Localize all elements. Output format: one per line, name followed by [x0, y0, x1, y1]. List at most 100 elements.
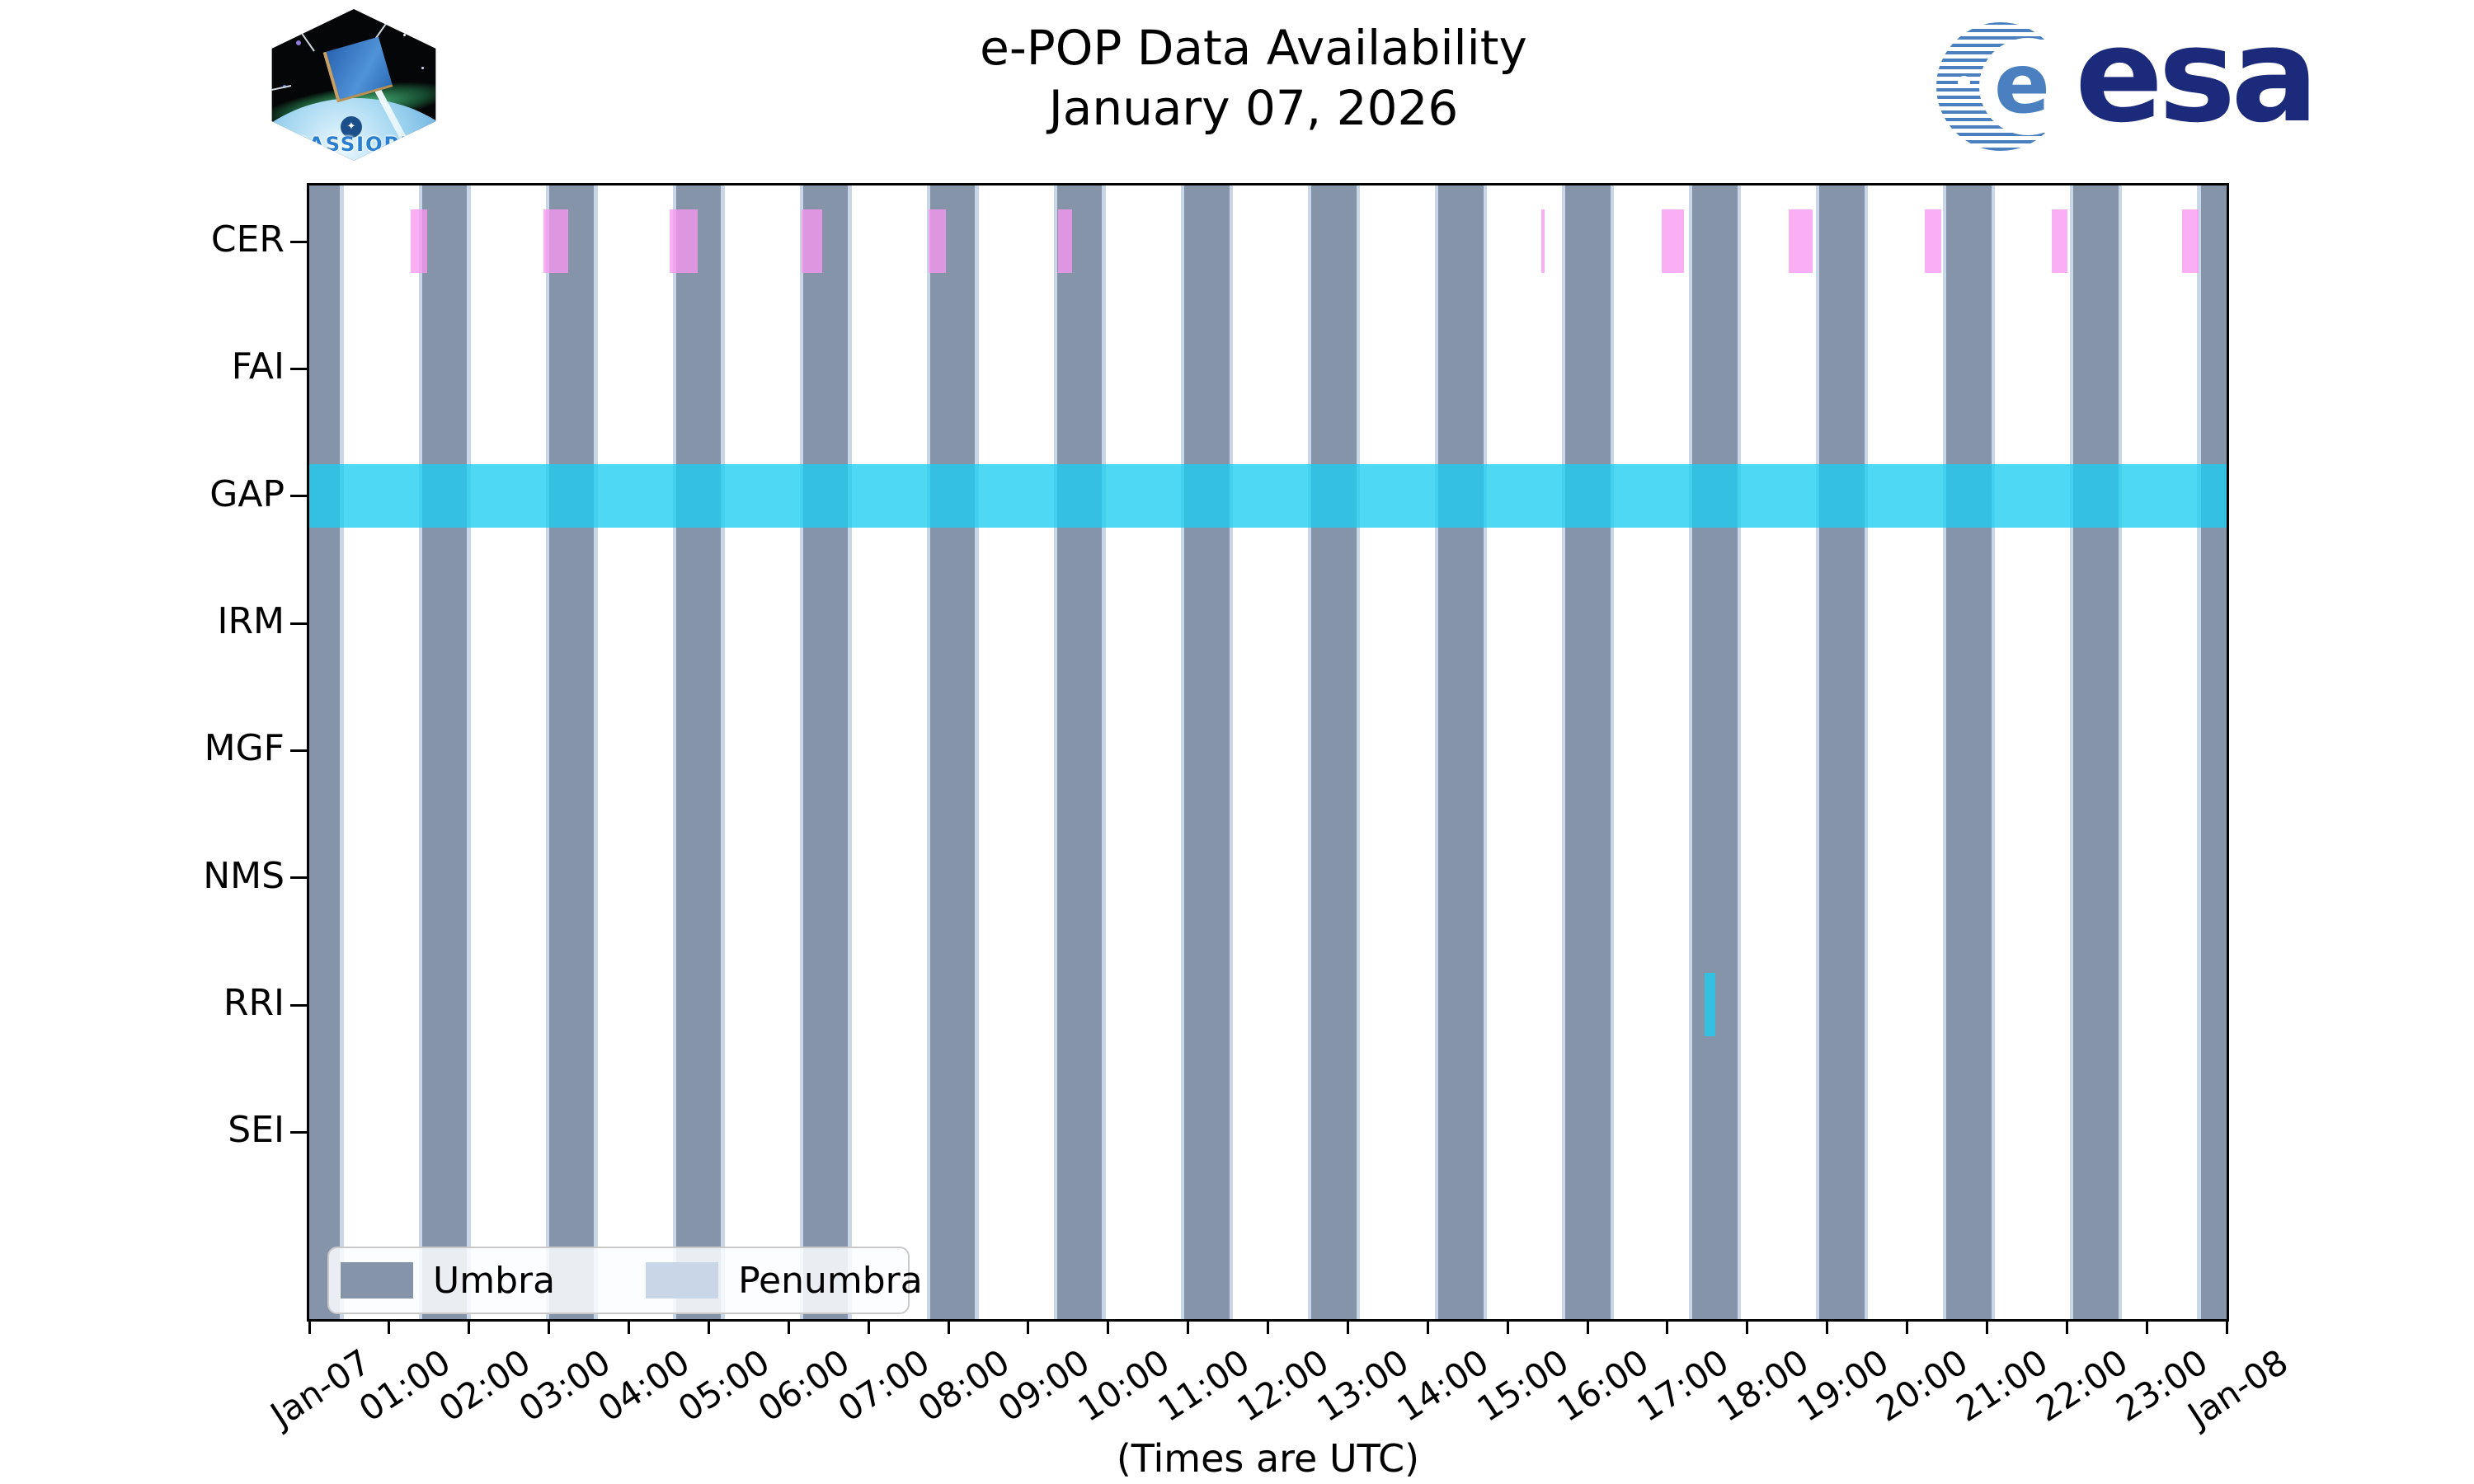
penumbra-bar	[2118, 185, 2123, 1319]
umbra-bar	[1946, 185, 1992, 1319]
x-axis-tick-label: 15:00	[1470, 1341, 1576, 1430]
umbra-bar	[1692, 185, 1738, 1319]
penumbra-bar	[594, 185, 598, 1319]
penumbra-bar	[1180, 185, 1185, 1319]
legend-penumbra-label: Penumbra	[738, 1259, 923, 1302]
x-axis-tick	[388, 1320, 391, 1334]
y-axis-label-rri: RRI	[223, 982, 285, 1025]
x-axis-tick	[1346, 1320, 1349, 1334]
availability-bar-cer	[802, 209, 823, 273]
x-axis-tick	[707, 1320, 710, 1334]
x-axis-tick-label: 21:00	[1949, 1341, 2056, 1430]
y-axis-label-fai: FAI	[231, 345, 285, 388]
availability-bar-cer	[2182, 209, 2199, 273]
csa-emblem-icon: ✦	[341, 116, 362, 138]
x-axis-tick	[1906, 1320, 1908, 1334]
x-axis-tick	[2225, 1320, 2228, 1334]
availability-bar-cer	[670, 209, 698, 273]
availability-bar-cer	[410, 209, 427, 273]
x-axis-tick-label: 10:00	[1070, 1341, 1177, 1430]
star-icon	[403, 34, 406, 36]
availability-bar-cer	[1925, 209, 1941, 273]
penumbra-bar	[1053, 185, 1058, 1319]
umbra-bar	[803, 185, 849, 1319]
penumbra-bar	[799, 185, 804, 1319]
x-axis-tick-label: 09:00	[990, 1341, 1097, 1430]
x-axis-tick-label: 17:00	[1630, 1341, 1736, 1430]
x-axis-tick	[1666, 1320, 1669, 1334]
penumbra-bar	[1561, 185, 1566, 1319]
x-axis-tick	[867, 1320, 870, 1334]
x-axis-tick	[548, 1320, 551, 1334]
x-axis-tick-label: Jan-07	[263, 1341, 378, 1435]
penumbra-bar	[2197, 185, 2201, 1319]
availability-bar-cer	[1661, 209, 1684, 273]
umbra-bar	[2073, 185, 2119, 1319]
penumbra-bar	[1991, 185, 1996, 1319]
penumbra-bar	[672, 185, 677, 1319]
umbra-bar	[1184, 185, 1230, 1319]
x-axis-tick	[1746, 1320, 1749, 1334]
x-axis-tick	[1027, 1320, 1030, 1334]
y-axis-tick	[290, 367, 307, 370]
y-axis-tick	[290, 240, 307, 243]
penumbra-bar	[1864, 185, 1869, 1319]
title-line-1: e-POP Data Availability	[980, 20, 1527, 76]
x-axis-tick-label: 05:00	[670, 1341, 778, 1430]
y-axis-tick	[290, 876, 307, 880]
availability-bar-cer	[2052, 209, 2067, 273]
penumbra-bar	[1689, 185, 1693, 1319]
x-axis-tick-label: 13:00	[1310, 1341, 1417, 1430]
x-axis-caption: (Times are UTC)	[1116, 1436, 1420, 1481]
x-axis-tick-label: 03:00	[511, 1341, 618, 1430]
availability-bar-cer	[543, 209, 569, 273]
umbra-bar	[1819, 185, 1865, 1319]
legend: Umbra Penumbra	[327, 1247, 923, 1314]
x-axis-tick-label: 02:00	[431, 1341, 538, 1430]
umbra-bar	[2200, 185, 2227, 1319]
penumbra-bar	[340, 185, 344, 1319]
availability-bar-gap	[308, 463, 2227, 528]
x-axis-tick-label: 18:00	[1710, 1341, 1816, 1430]
umbra-bar	[1311, 185, 1357, 1319]
penumbra-bar	[1102, 185, 1106, 1319]
plot-bars-layer	[308, 185, 2227, 1319]
y-axis-tick	[290, 1130, 307, 1134]
y-axis-tick	[290, 622, 307, 625]
penumbra-bar	[1229, 185, 1233, 1319]
y-axis-label-irm: IRM	[217, 600, 285, 643]
x-axis-tick	[1187, 1320, 1190, 1334]
legend-umbra-label: Umbra	[433, 1259, 556, 1302]
penumbra-bar	[1356, 185, 1360, 1319]
x-axis-tick-label: 01:00	[351, 1341, 458, 1430]
umbra-bar	[1438, 185, 1484, 1319]
penumbra-bar	[1434, 185, 1439, 1319]
penumbra-bar	[721, 185, 725, 1319]
x-axis-tick-label: 20:00	[1869, 1341, 1976, 1430]
penumbra-bar	[975, 185, 979, 1319]
penumbra-bar	[545, 185, 550, 1319]
x-axis-tick	[1506, 1320, 1509, 1334]
umbra-bar	[930, 185, 976, 1319]
x-axis-tick	[1267, 1320, 1269, 1334]
x-axis-tick	[468, 1320, 471, 1334]
x-axis-tick-label: 12:00	[1230, 1341, 1337, 1430]
y-axis-label-gap: GAP	[209, 472, 285, 515]
figure-title: e-POP Data Availability January 07, 2026	[309, 18, 2198, 138]
y-axis-label-nms: NMS	[203, 854, 285, 897]
esa-wordmark: esa	[2075, 0, 2319, 152]
star-icon	[296, 40, 301, 45]
x-axis-tick-label: 04:00	[590, 1341, 698, 1430]
esa-globe-e: e	[1994, 35, 2050, 132]
umbra-bar	[676, 185, 722, 1319]
x-axis-tick-label: 19:00	[1790, 1341, 1896, 1430]
x-axis-tick	[628, 1320, 630, 1334]
availability-bar-cer	[1058, 209, 1072, 273]
y-axis-tick	[290, 495, 307, 498]
esa-globe-crescent	[1979, 38, 2077, 135]
penumbra-bar	[1307, 185, 1312, 1319]
x-axis-tick-label: 14:00	[1390, 1341, 1496, 1430]
x-axis-tick	[1985, 1320, 1988, 1334]
penumbra-bar	[1483, 185, 1487, 1319]
